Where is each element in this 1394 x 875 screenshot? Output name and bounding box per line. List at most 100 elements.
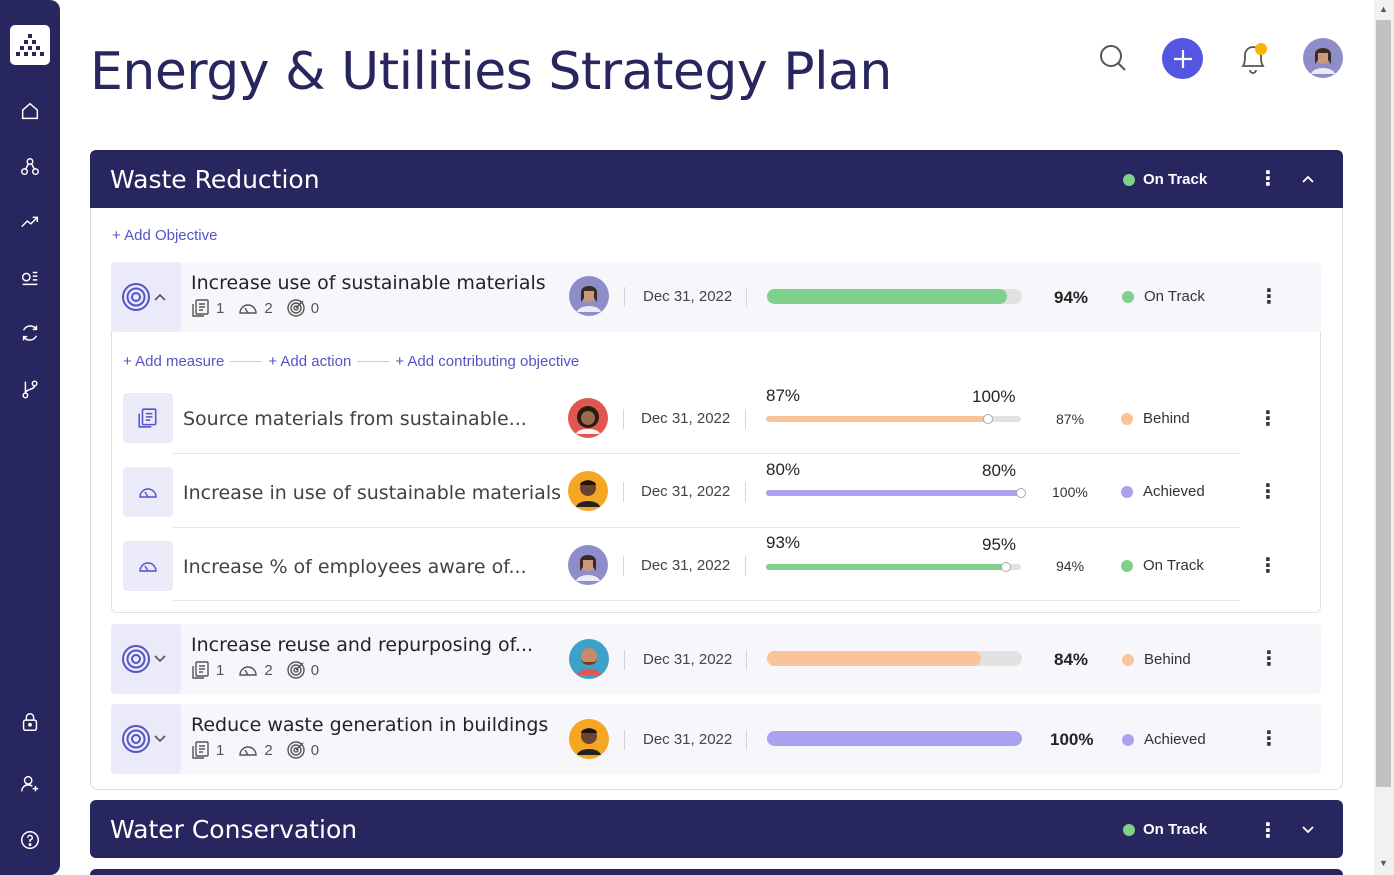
objective-details xyxy=(111,331,1321,613)
add-contributing-objective-link[interactable]: + Add contributing objective xyxy=(395,353,580,370)
owner-avatar[interactable] xyxy=(569,719,609,759)
add-objective-link[interactable]: + Add Objective xyxy=(112,227,218,244)
scroll-down-arrow[interactable]: ▼ xyxy=(1379,858,1388,868)
objective-title[interactable]: Increase use of sustainable materials xyxy=(191,272,546,294)
page-title: Energy & Utilities Strategy Plan xyxy=(90,42,892,102)
objective-row[interactable] xyxy=(111,624,1321,694)
status-badge: Achieved xyxy=(1121,483,1205,500)
slider-knob[interactable] xyxy=(1016,488,1026,498)
divider xyxy=(624,287,625,307)
sidebar xyxy=(0,0,60,875)
target-small-icon xyxy=(286,741,305,759)
key-result-title[interactable]: Source materials from sustainable... xyxy=(183,408,527,430)
more-options-icon[interactable]: ⋮ xyxy=(1258,408,1278,430)
bell-icon[interactable] xyxy=(1237,41,1269,75)
objective-icon-box[interactable] xyxy=(111,262,181,332)
objective-row[interactable] xyxy=(111,262,1321,332)
scrollbar-thumb[interactable] xyxy=(1376,20,1391,787)
status-label: Behind xyxy=(1144,651,1191,668)
user-avatar[interactable] xyxy=(1303,38,1343,78)
measure-count: 2 xyxy=(264,741,273,759)
kr-percent: 94% xyxy=(1056,558,1085,574)
key-result-title[interactable]: Increase in use of sustainable materials xyxy=(183,482,561,504)
chevron-down-icon[interactable] xyxy=(1298,819,1318,839)
owner-avatar[interactable] xyxy=(568,398,608,438)
progress-bar xyxy=(767,289,1022,304)
more-options-icon[interactable]: ⋮ xyxy=(1258,481,1278,503)
kr-progress-fill xyxy=(766,416,988,422)
kr-percent: 87% xyxy=(1056,411,1085,427)
section-title: Waste Reduction xyxy=(110,165,320,194)
divider xyxy=(746,650,747,670)
due-date: Dec 31, 2022 xyxy=(641,483,731,500)
progress-fill xyxy=(767,651,982,666)
kr-progress-bar xyxy=(766,562,1021,572)
status-dot xyxy=(1121,412,1133,425)
add-measure-link[interactable]: + Add measure xyxy=(123,353,225,370)
more-options-icon[interactable]: ⋮ xyxy=(1258,168,1278,190)
status-label: Achieved xyxy=(1143,483,1205,500)
slider-knob[interactable] xyxy=(1000,562,1011,572)
hierarchy-icon[interactable] xyxy=(16,153,44,181)
section-header[interactable]: Waste Reduction On Track ⋮ xyxy=(90,150,1343,208)
more-options-icon[interactable]: ⋮ xyxy=(1258,820,1278,842)
kr-progress-bar xyxy=(766,488,1026,498)
objective-meta: 1 2 0 xyxy=(191,740,332,760)
target-icon xyxy=(122,283,150,311)
add-action-link[interactable]: + Add action xyxy=(268,353,352,370)
more-options-icon[interactable]: ⋮ xyxy=(1259,728,1279,750)
scroll-up-arrow[interactable]: ▲ xyxy=(1379,4,1388,14)
divider xyxy=(746,730,747,750)
chevron-down-icon xyxy=(154,735,166,743)
objective-icon-box[interactable] xyxy=(111,624,181,694)
measure-count: 2 xyxy=(264,661,273,679)
kr-progress-fill xyxy=(766,490,1021,496)
objective-title[interactable]: Reduce waste generation in buildings xyxy=(191,714,549,736)
more-options-icon[interactable]: ⋮ xyxy=(1259,286,1279,308)
help-icon[interactable] xyxy=(16,826,44,854)
lock-icon[interactable] xyxy=(16,708,44,736)
key-result-title[interactable]: Increase % of employees aware of... xyxy=(183,556,527,578)
status-dot xyxy=(1121,559,1133,572)
document-icon xyxy=(192,741,209,759)
more-options-icon[interactable]: ⋮ xyxy=(1259,648,1279,670)
section-status-label: On Track xyxy=(1143,821,1208,838)
section-title: Water Conservation xyxy=(110,815,358,844)
status-badge: On Track xyxy=(1122,288,1205,305)
owner-avatar[interactable] xyxy=(569,276,609,316)
add-button[interactable] xyxy=(1162,38,1203,79)
objective-row[interactable] xyxy=(111,704,1321,774)
owner-avatar[interactable] xyxy=(568,545,608,585)
section-header-partial xyxy=(90,869,1343,875)
divider xyxy=(623,556,624,576)
list-icon[interactable] xyxy=(16,264,44,292)
home-icon[interactable] xyxy=(16,97,44,125)
current-value: 80% xyxy=(766,460,801,479)
target-icon xyxy=(122,725,150,753)
section-status-label: On Track xyxy=(1143,171,1208,188)
search-icon[interactable] xyxy=(1097,42,1129,74)
branch-icon[interactable] xyxy=(16,375,44,403)
more-options-icon[interactable]: ⋮ xyxy=(1258,555,1278,577)
section-header[interactable]: Water Conservation On Track ⋮ xyxy=(90,800,1343,858)
add-user-icon[interactable] xyxy=(16,770,44,798)
due-date: Dec 31, 2022 xyxy=(643,731,733,748)
logo-icon[interactable] xyxy=(10,25,50,65)
progress-percent: 100% xyxy=(1050,730,1094,749)
doc-count: 1 xyxy=(216,299,225,317)
chevron-up-icon[interactable] xyxy=(1298,169,1318,189)
owner-avatar[interactable] xyxy=(569,639,609,679)
refresh-icon[interactable] xyxy=(16,319,44,347)
owner-avatar[interactable] xyxy=(568,471,608,511)
divider xyxy=(746,287,747,307)
target-small-icon xyxy=(286,299,305,317)
target-value: 100% xyxy=(972,387,1016,406)
status-dot xyxy=(1123,823,1135,836)
slider-knob[interactable] xyxy=(982,414,993,424)
objective-icon-box[interactable] xyxy=(111,704,181,774)
trend-icon[interactable] xyxy=(16,208,44,236)
status-dot xyxy=(1122,290,1134,303)
objective-title[interactable]: Increase reuse and repurposing of... xyxy=(191,634,534,656)
status-badge: Achieved xyxy=(1122,731,1206,748)
plus-icon xyxy=(1173,49,1192,68)
